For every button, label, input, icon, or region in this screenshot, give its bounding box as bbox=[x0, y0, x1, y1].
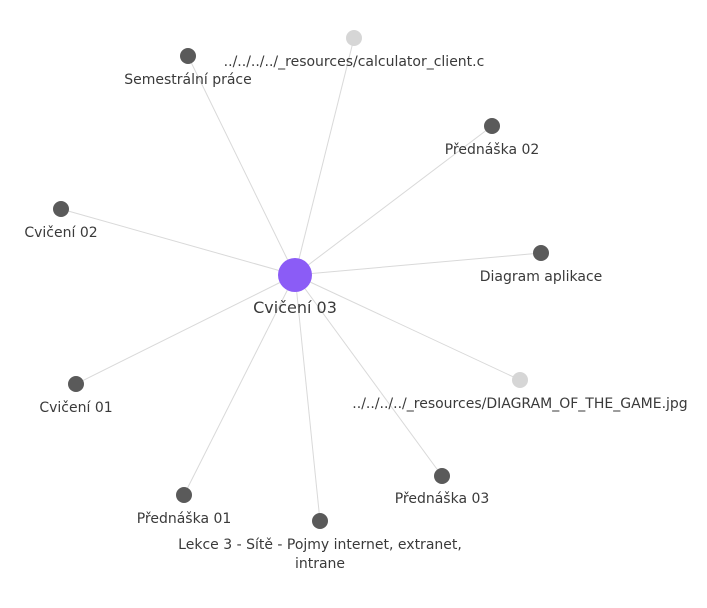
node-diagram-aplikace[interactable] bbox=[533, 245, 549, 261]
edge-semestralni-prace bbox=[187, 55, 296, 276]
node-label-prednaska-02[interactable]: Přednáška 02 bbox=[445, 142, 540, 158]
edge-lekce-3-site bbox=[294, 274, 321, 522]
node-label-prednaska-03[interactable]: Přednáška 03 bbox=[395, 491, 490, 507]
node-label-semestralni-prace[interactable]: Semestrální práce bbox=[124, 72, 252, 88]
node-resources-diagram-game[interactable] bbox=[512, 372, 528, 388]
edge-prednaska-02 bbox=[294, 125, 493, 276]
edges-layer bbox=[60, 37, 542, 522]
node-label-resources-diagram-game[interactable]: ../../../../_resources/DIAGRAM_OF_THE_GA… bbox=[352, 396, 687, 412]
node-lekce-3-site[interactable] bbox=[312, 513, 328, 529]
nodes-layer bbox=[53, 30, 549, 529]
edge-cviceni-02 bbox=[60, 208, 296, 276]
node-semestralni-prace[interactable] bbox=[180, 48, 196, 64]
node-label-cviceni-01[interactable]: Cvičení 01 bbox=[39, 400, 112, 416]
edge-resources-diagram-game bbox=[294, 274, 521, 381]
edge-resources-calculator bbox=[294, 37, 355, 276]
node-label-resources-calculator[interactable]: ../../../../_resources/calculator_client… bbox=[224, 54, 485, 70]
node-cviceni-02[interactable] bbox=[53, 201, 69, 217]
node-label-line: intrane bbox=[295, 556, 345, 572]
node-label-cviceni-02[interactable]: Cvičení 02 bbox=[24, 225, 97, 241]
node-prednaska-02[interactable] bbox=[484, 118, 500, 134]
edge-diagram-aplikace bbox=[294, 252, 542, 276]
node-label-center[interactable]: Cvičení 03 bbox=[253, 298, 337, 317]
node-label-prednaska-01[interactable]: Přednáška 01 bbox=[137, 511, 232, 527]
edge-prednaska-01 bbox=[183, 274, 296, 496]
node-label-diagram-aplikace[interactable]: Diagram aplikace bbox=[480, 269, 603, 285]
node-resources-calculator[interactable] bbox=[346, 30, 362, 46]
node-center-cviceni-03[interactable] bbox=[278, 258, 312, 292]
edge-prednaska-03 bbox=[294, 274, 443, 477]
node-prednaska-03[interactable] bbox=[434, 468, 450, 484]
node-cviceni-01[interactable] bbox=[68, 376, 84, 392]
node-label-lekce-3-site[interactable]: Lekce 3 - Sítě - Pojmy internet, extrane… bbox=[178, 537, 462, 572]
node-prednaska-01[interactable] bbox=[176, 487, 192, 503]
edge-cviceni-01 bbox=[75, 274, 296, 385]
labels-layer: ../../../../_resources/calculator_client… bbox=[24, 54, 687, 572]
node-label-line: Lekce 3 - Sítě - Pojmy internet, extrane… bbox=[178, 537, 462, 553]
